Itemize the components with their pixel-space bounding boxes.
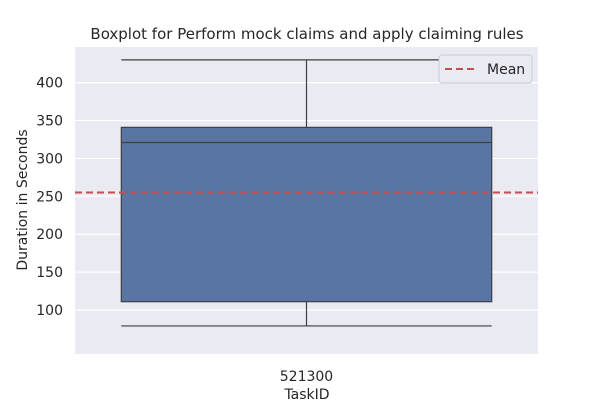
- x-tick-label-521300: 521300: [280, 369, 333, 385]
- legend-box: [438, 54, 533, 84]
- x-axis-label: TaskID: [283, 387, 329, 400]
- y-tick-label-150: 150: [36, 265, 63, 281]
- y-tick-label-350: 350: [36, 114, 63, 130]
- legend-mean-label: Mean: [487, 62, 525, 78]
- y-tick-label-250: 250: [36, 189, 63, 205]
- y-tick-label-300: 300: [36, 151, 63, 167]
- box-iqr: [120, 126, 493, 303]
- x-tick-labels: 521300: [280, 369, 333, 385]
- y-axis-label: Duration in Seconds: [15, 129, 31, 270]
- y-tick-label-200: 200: [36, 227, 63, 243]
- y-tick-label-400: 400: [36, 76, 63, 92]
- box-layer: [120, 59, 493, 327]
- legend: Mean: [438, 54, 533, 84]
- chart-title: Boxplot for Perform mock claims and appl…: [90, 25, 523, 43]
- y-tick-label-100: 100: [36, 303, 63, 319]
- y-tick-labels: 100 150 200 250 300 350 400: [36, 76, 63, 319]
